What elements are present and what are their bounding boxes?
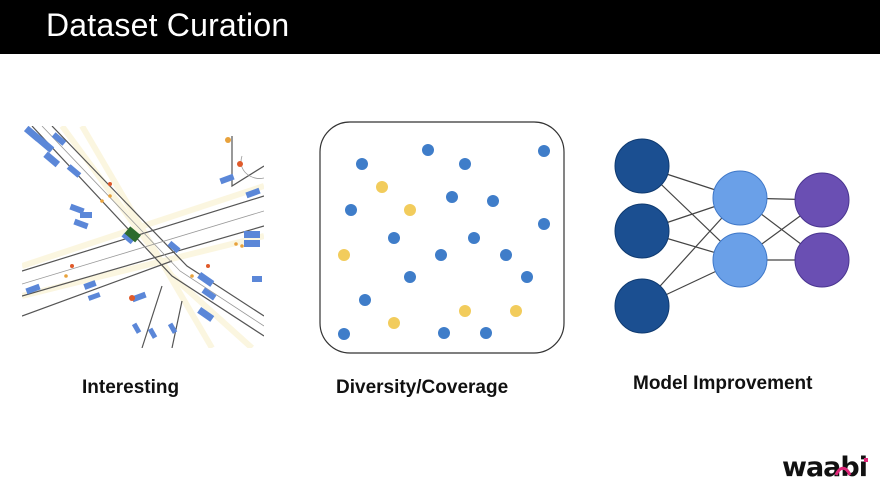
ego-vehicle-marker (124, 226, 141, 243)
svg-text:waabi: waabi (782, 452, 867, 483)
waabi-logo: waabi (780, 448, 872, 484)
waabi-wordmark: waabi (782, 452, 868, 483)
caption-diversity-coverage: Diversity/Coverage (336, 377, 509, 398)
caption-interesting: Interesting (82, 377, 180, 398)
caption-model-improvement: Model Improvement (633, 373, 813, 394)
yellow-dots (338, 181, 522, 329)
road-map-image (22, 126, 264, 348)
slide-title: Dataset Curation (46, 7, 290, 43)
output-layer-nodes (794, 172, 850, 288)
input-layer-nodes (614, 138, 670, 334)
blue-dots (338, 144, 550, 340)
neural-network-diagram (614, 138, 850, 334)
vehicle-markers (23, 126, 262, 339)
intersection-illustration (22, 126, 264, 348)
title-bar: Dataset Curation (0, 0, 880, 54)
model-improvement-illustration (610, 136, 858, 336)
hidden-layer-nodes (712, 170, 768, 288)
diversity-illustration (319, 121, 565, 354)
dot-cluster-image (319, 121, 565, 354)
